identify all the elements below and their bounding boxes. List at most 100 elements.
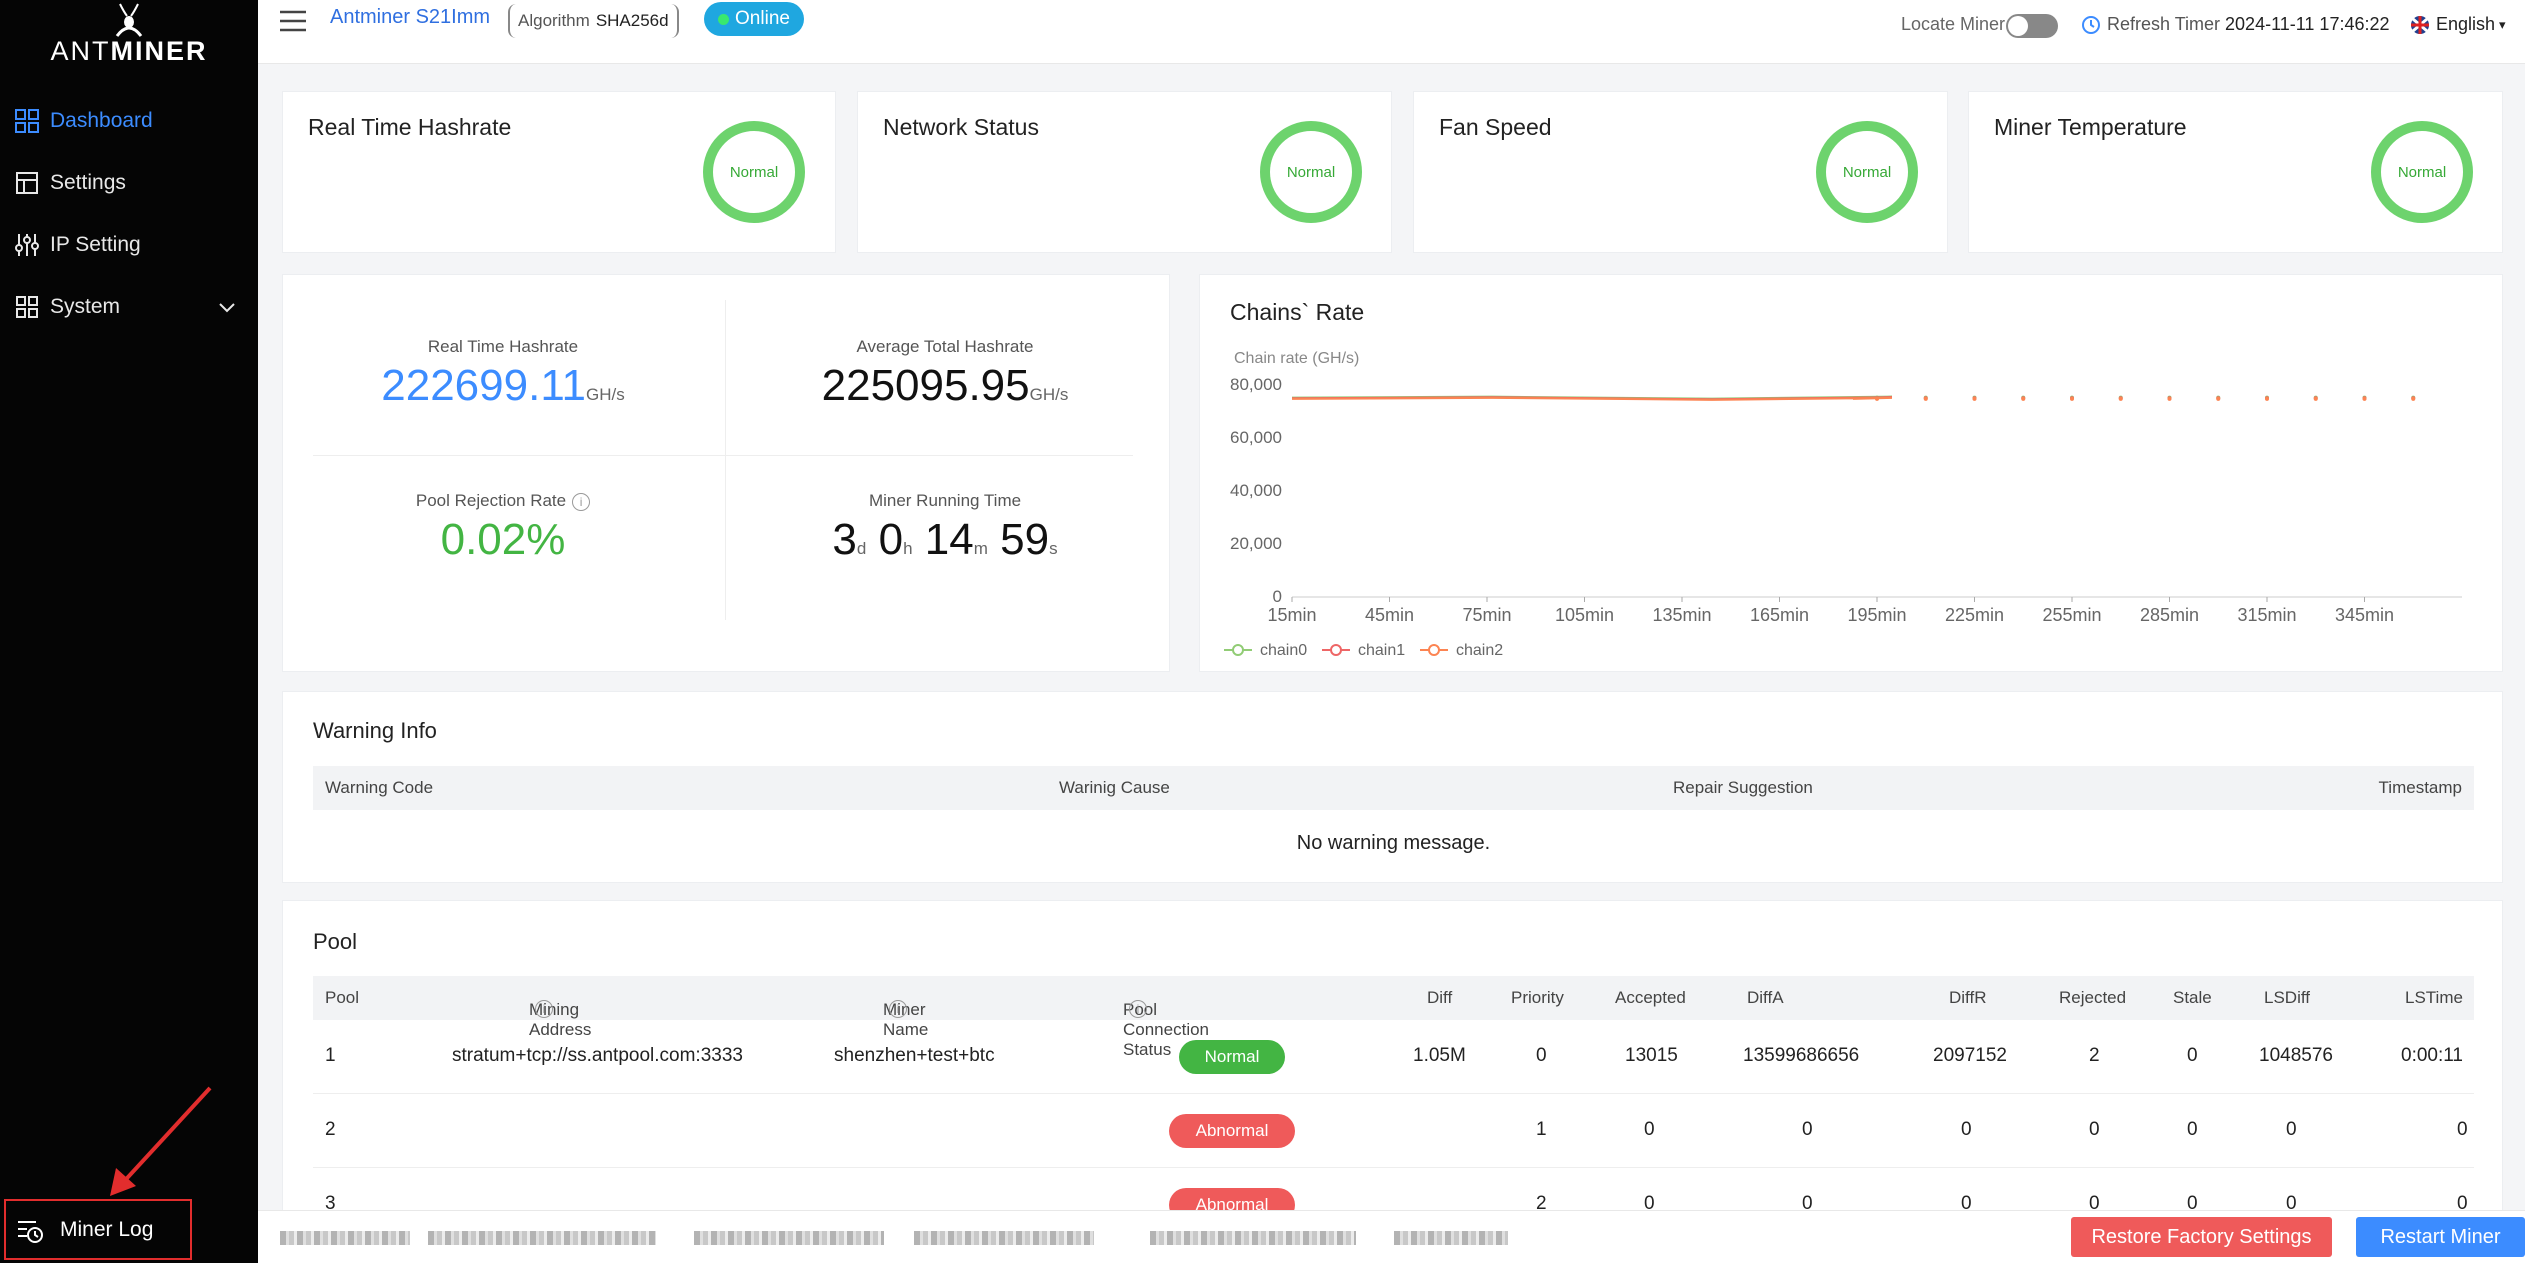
y-tick-label: 40,000 [1230,481,1282,500]
col-priority: Priority [1511,988,1564,1007]
x-tick-label: 345min [2335,605,2394,625]
locate-miner-label: Locate Miner [1901,14,2006,34]
series-point-chain2 [2118,396,2123,401]
x-tick-label: 135min [1652,605,1711,625]
blurred-info [428,1231,656,1245]
sidebar-item-dashboard[interactable]: Dashboard [0,90,258,152]
language-value: English [2436,14,2496,34]
legend-marker-chain1 [1330,644,1342,656]
dashboard-icon [14,108,40,134]
series-point-chain2 [2070,396,2074,401]
series-point-chain2 [2411,396,2416,401]
sidebar-item-system[interactable]: System [0,276,258,338]
pool-panel: Pool Pool Mining Address i Miner Name i Po… [282,900,2503,1263]
legend-label-chain1: chain1 [1358,642,1405,659]
chevron-down-icon [218,295,236,319]
info-icon[interactable]: i [535,1000,553,1018]
y-axis-label: Chain rate (GH/s) [1234,350,1359,367]
x-tick-label: 45min [1365,605,1414,625]
y-tick-label: 60,000 [1230,428,1282,447]
col-pool: Pool [325,988,360,1007]
antminer-logo: ANTMINER [0,0,258,70]
refresh-timer-icon [2082,15,2100,34]
series-line-chain2 [1291,396,1893,401]
hashrate-gauge: Normal [703,121,805,223]
sidebar-item-label: Dashboard [50,109,153,132]
pool-rejection-value: 0.02% [440,515,566,564]
legend-label-chain2: chain2 [1456,642,1503,659]
series-point-chain2 [1972,396,1977,401]
footer-bar: Restore Factory Settings Restart Miner [258,1210,2525,1263]
status-badge: Abnormal [1169,1114,1295,1148]
online-label: Online [735,8,790,29]
info-icon[interactable]: i [889,1000,907,1018]
chart-canvas: Chain rate (GH/s) 80,000 60,000 40,000 20,00… [1224,350,2462,659]
language-selector[interactable]: English ▾ [2410,14,2506,35]
restore-factory-settings-button[interactable]: Restore Factory Settings [2071,1217,2332,1257]
blurred-info [1150,1231,1356,1245]
miner-log-label: Miner Log [60,1217,154,1241]
hashrate-panel: Real Time Hashrate 222699.11GH/s Average… [282,274,1170,672]
refresh-timer-label: Refresh Timer [2107,14,2221,34]
sidebar-item-ip-setting[interactable]: IP Setting [0,214,258,276]
algorithm-value: SHA256d [595,11,669,30]
fan-gauge: Normal [1816,121,1918,223]
x-tick-label: 75min [1462,605,1511,625]
top-bar: Antminer S21Imm Algorithm SHA256d Online… [258,0,2525,64]
x-tick-label: 255min [2042,605,2101,625]
status-dot-icon [718,13,730,25]
pool-row[interactable]: 1 stratum+tcp://ss.antpool.com:3333 shen… [313,1020,2474,1094]
warning-table-header: Warning Code Warinig Cause Repair Sugges… [313,766,2474,810]
network-gauge: Normal [1260,121,1362,223]
blurred-info [280,1231,410,1245]
x-tick-label: 285min [2140,605,2199,625]
status-card-fan: Fan Speed Normal [1413,91,1948,253]
col-diffr: DiffR [1949,988,1987,1007]
series-point-chain2 [2313,396,2318,401]
series-point-chain2 [1923,396,1928,401]
uk-flag-icon [2411,15,2429,34]
sidebar-item-label: System [50,295,121,318]
chart-title: Chains` Rate [1230,299,1365,325]
refresh-timer[interactable]: Refresh Timer 2024-11-11 17:46:22 [2081,14,2390,35]
col-repair-suggestion: Repair Suggestion [1673,778,1813,797]
col-warning-cause: Warinig Cause [1059,778,1170,797]
col-timestamp: Timestamp [2378,778,2462,797]
legend-marker-chain0 [1232,644,1244,656]
grid-icon [14,294,40,320]
sidebar: ANTMINER Dashboard Settings IP Setting S… [0,0,258,1263]
sidebar-item-settings[interactable]: Settings [0,152,258,214]
y-tick-label: 0 [1273,587,1282,606]
col-warning-code: Warning Code [325,778,434,797]
refresh-timer-value: 2024-11-11 17:46:22 [2225,14,2390,34]
average-hashrate-value: 225095.95 [821,361,1030,410]
blurred-info [694,1231,884,1245]
info-icon[interactable]: i [572,492,591,511]
miner-model: Antminer S21Imm [330,6,491,28]
online-status-badge: Online [704,2,804,36]
locate-miner-toggle[interactable] [2006,14,2058,38]
no-warning-message: No warning message. [1296,832,1491,854]
status-card-network: Network Status Normal [857,91,1392,253]
hamburger-menu-icon[interactable] [278,8,308,34]
pool-table-header: Pool Mining Address i Miner Name i Pool Co… [313,976,2474,1059]
pool-row[interactable]: 2 Abnormal 1 0 0 0 0 0 0 0 [313,1094,2474,1168]
card-title: Fan Speed [1439,114,1552,140]
col-diff: Diff [1427,988,1453,1007]
running-time-value: 3d 0h 14m 59s [832,515,1058,564]
x-tick-label: 165min [1750,605,1809,625]
pool-rejection-stat: Pool Rejection Rate i 0.02% [283,491,723,565]
legend-marker-chain2 [1428,644,1440,656]
restart-miner-button[interactable]: Restart Miner [2356,1217,2525,1257]
sidebar-item-miner-log[interactable]: Miner Log [4,1199,192,1260]
col-diffa: DiffA [1747,988,1784,1007]
x-tick-label: 315min [2237,605,2296,625]
warning-title: Warning Info [313,718,437,743]
series-point-chain2 [2362,396,2367,401]
legend-label-chain0: chain0 [1260,642,1307,659]
info-icon[interactable]: i [1129,1000,1147,1018]
realtime-hashrate-stat: Real Time Hashrate 222699.11GH/s [381,337,625,410]
log-clock-icon [16,1216,44,1244]
series-point-chain2 [2167,396,2172,401]
chevron-down-icon: ▾ [2499,16,2506,32]
